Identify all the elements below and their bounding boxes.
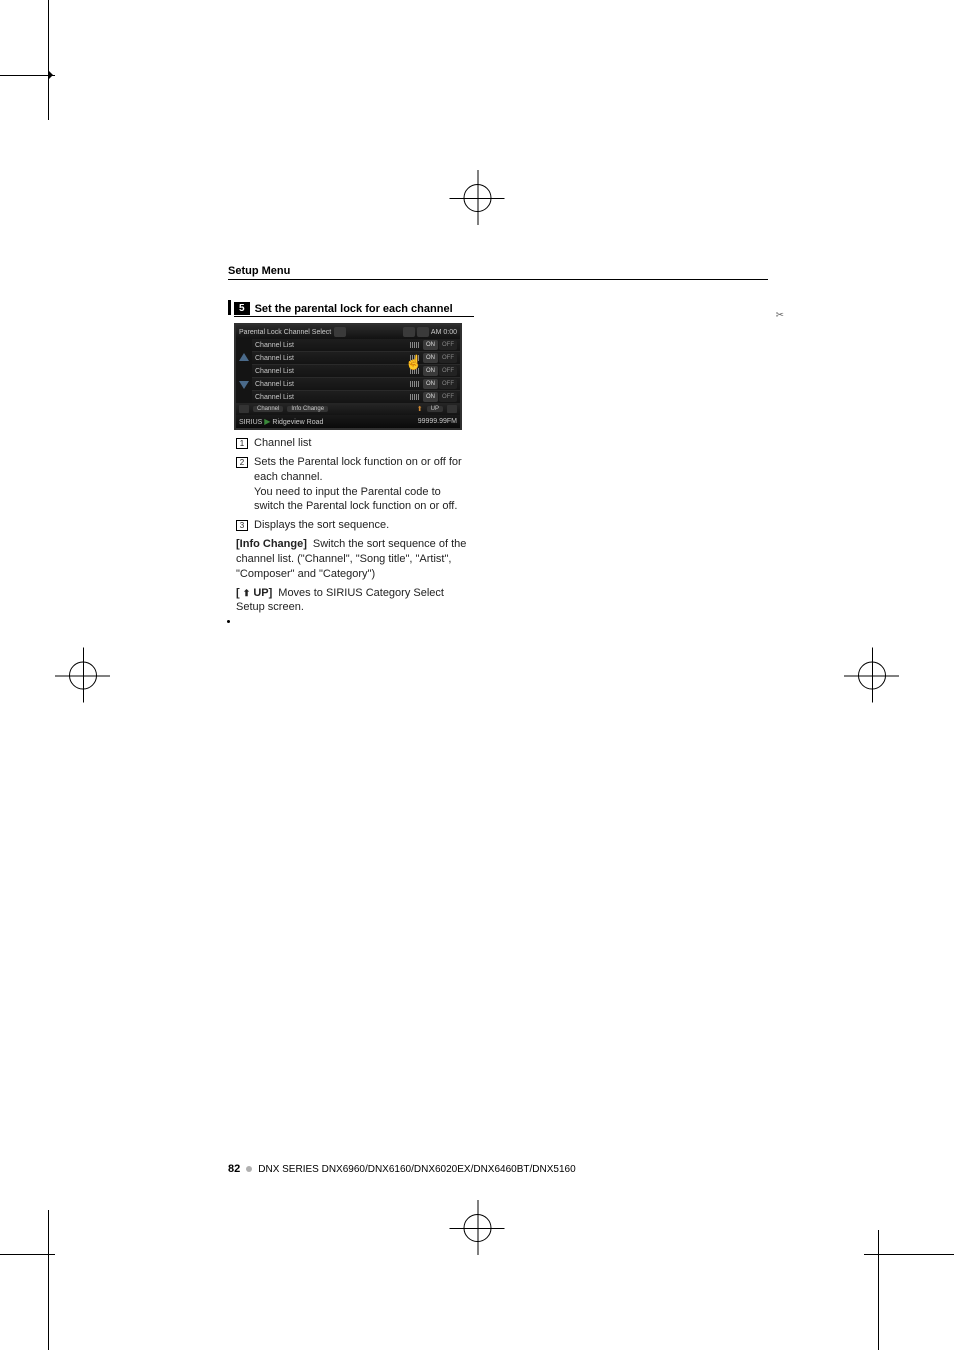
ss-title-text: Parental Lock Channel Select	[239, 329, 331, 336]
channel-label: Channel List	[255, 355, 407, 362]
crop-mark	[48, 1210, 49, 1350]
up-label: [ ⬆ UP]	[236, 587, 272, 599]
status-icon	[417, 327, 429, 337]
header-title: Setup Menu	[228, 265, 728, 277]
callout-3: 3	[236, 520, 248, 531]
frequency-label: 99999.99FM	[418, 418, 457, 425]
callout-1: 1	[236, 438, 248, 449]
mode-icon	[239, 405, 249, 413]
registration-mark	[844, 648, 899, 703]
list-item[interactable]: Channel List ONOFF☝	[252, 365, 460, 378]
crop-mark	[0, 75, 55, 76]
registration-mark	[450, 1200, 505, 1255]
play-icon: ▶	[264, 417, 270, 426]
crop-mark	[48, 70, 53, 80]
crop-mark	[864, 1254, 954, 1255]
registration-mark	[450, 170, 505, 225]
eq-icon	[410, 342, 420, 348]
margin-dot	[227, 620, 230, 623]
lock-toggle[interactable]: ONOFF	[423, 379, 457, 389]
lock-toggle[interactable]: ONOFF	[423, 392, 457, 402]
page-footer: 82 DNX SERIES DNX6960/DNX6160/DNX6020EX/…	[228, 1163, 576, 1175]
ui-screenshot: Parental Lock Channel Select AM 0:00 Cha…	[234, 323, 462, 430]
step-number: 5	[234, 302, 250, 315]
up-button[interactable]: UP	[427, 406, 443, 412]
callout-2: 2	[236, 457, 248, 468]
list-item[interactable]: Channel List ONOFF	[252, 391, 460, 403]
list-icon	[334, 327, 346, 337]
desc-3: Displays the sort sequence.	[254, 518, 389, 533]
footer-text: DNX SERIES DNX6960/DNX6160/DNX6020EX/DNX…	[258, 1164, 575, 1175]
channel-label: Channel List	[255, 381, 407, 388]
section-tick	[228, 300, 231, 315]
scroll-down-icon[interactable]	[239, 381, 249, 389]
lock-toggle[interactable]: ONOFF	[423, 340, 457, 350]
registration-mark	[55, 648, 110, 703]
page-number: 82	[228, 1163, 240, 1175]
info-change-button[interactable]: Info Change	[287, 406, 328, 412]
desc-2a: Sets the Parental lock function on or of…	[254, 455, 474, 485]
desc-1: Channel list	[254, 436, 311, 451]
lock-toggle[interactable]: ONOFF	[423, 353, 457, 363]
info-change-label: [Info Change]	[236, 538, 307, 550]
section-underline	[234, 316, 474, 317]
channel-label: Channel List	[255, 342, 407, 349]
scissors-icon: ✂	[776, 310, 784, 321]
channel-label: Channel List	[255, 368, 407, 375]
list-item[interactable]: Channel List ONOFF	[252, 378, 460, 391]
desc-2b: You need to input the Parental code to s…	[254, 485, 474, 515]
crop-mark	[878, 1230, 879, 1350]
scroll-up-icon[interactable]	[239, 353, 249, 361]
sort-button[interactable]: Channel	[253, 406, 283, 412]
list-item[interactable]: Channel List ONOFF	[252, 352, 460, 365]
up-arrow-icon: ⬆	[417, 405, 423, 413]
lock-toggle[interactable]: ONOFF☝	[423, 366, 457, 376]
info-icon	[403, 327, 415, 337]
eq-icon	[410, 394, 420, 400]
hand-cursor-icon: ☝	[405, 354, 422, 371]
footer-bullet-icon	[246, 1166, 252, 1172]
crop-mark	[48, 0, 49, 120]
source-label: SIRIUS ▶ Ridgeview Road	[239, 417, 323, 426]
step-title: Set the parental lock for each channel	[255, 303, 453, 315]
back-icon[interactable]	[447, 405, 457, 413]
ss-header: Parental Lock Channel Select AM 0:00	[236, 325, 460, 339]
clock-text: AM 0:00	[431, 329, 457, 336]
header-rule	[228, 279, 768, 280]
channel-label: Channel List	[255, 394, 407, 401]
eq-icon	[410, 381, 420, 387]
list-item[interactable]: Channel List ONOFF	[252, 339, 460, 352]
crop-mark	[0, 1254, 55, 1255]
channel-list: Channel List ONOFF Channel List ONOFF Ch…	[252, 339, 460, 403]
